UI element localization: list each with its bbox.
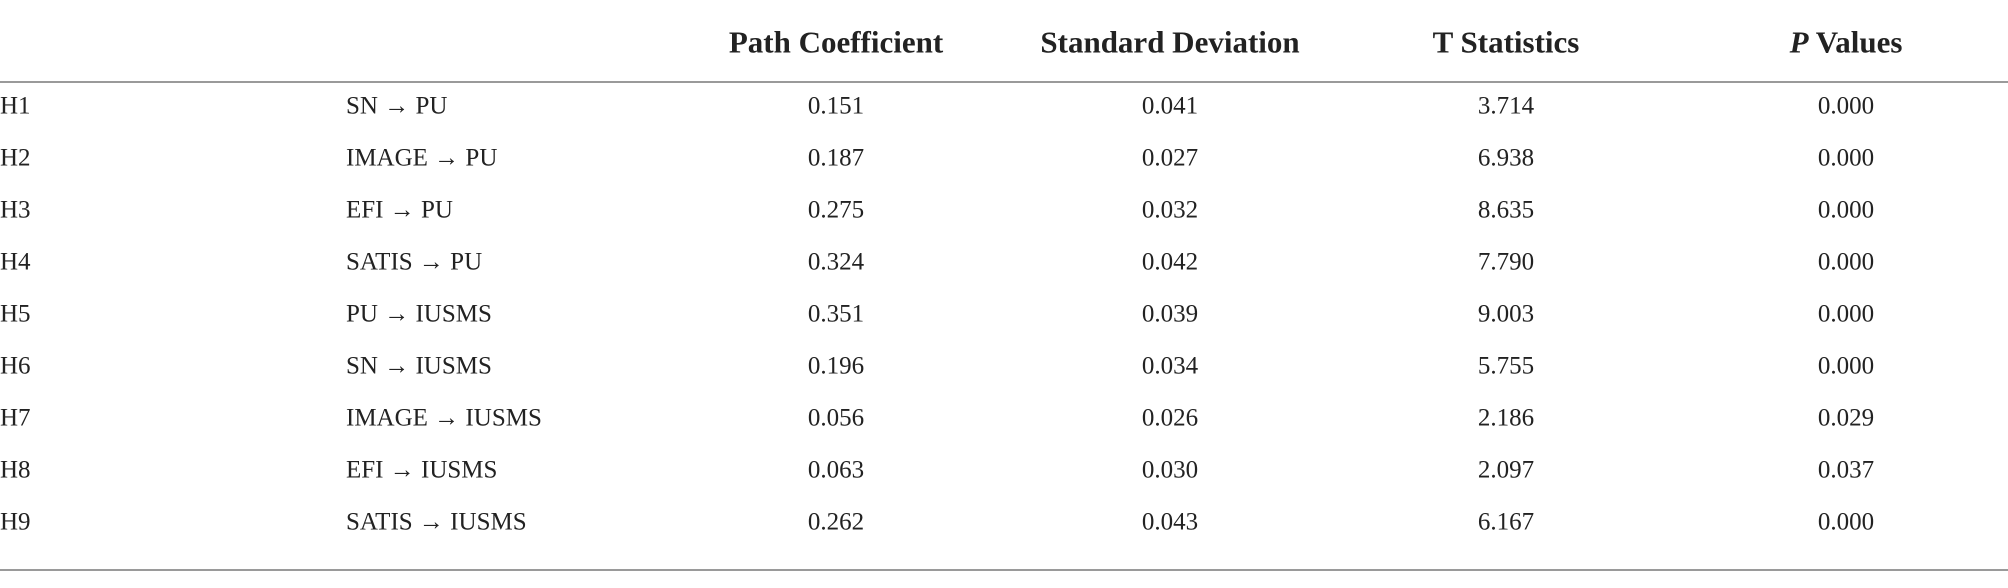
hypothesis-label: H1 <box>0 92 31 120</box>
numeric-cell: 6.938 <box>1477 144 1535 172</box>
numeric-cell: 3.714 <box>1477 92 1535 120</box>
hypothesis-label: H8 <box>0 456 31 484</box>
numeric-cell: 0.034 <box>1141 352 1199 380</box>
numeric-cell: 8.635 <box>1477 196 1535 224</box>
column-header: P Values <box>1789 24 1903 60</box>
hypothesis-label: H6 <box>0 352 31 380</box>
hypothesis-label: H3 <box>0 196 31 224</box>
path-label: SATIS → IUSMS <box>346 508 527 536</box>
numeric-cell: 0.000 <box>1817 508 1875 536</box>
numeric-cell: 6.167 <box>1477 508 1535 536</box>
path-label: EFI → IUSMS <box>346 456 498 484</box>
numeric-cell: 0.000 <box>1817 300 1875 328</box>
numeric-cell: 0.000 <box>1817 144 1875 172</box>
numeric-cell: 0.275 <box>807 196 865 224</box>
numeric-cell: 0.262 <box>807 508 865 536</box>
hypothesis-label: H2 <box>0 144 31 172</box>
path-label: SATIS → PU <box>346 248 483 276</box>
numeric-cell: 0.042 <box>1141 248 1199 276</box>
numeric-cell: 0.041 <box>1141 92 1199 120</box>
numeric-cell: 0.026 <box>1141 404 1199 432</box>
numeric-cell: 2.097 <box>1477 456 1535 484</box>
column-header: Standard Deviation <box>1040 24 1300 60</box>
path-label: PU → IUSMS <box>346 300 492 328</box>
path-label: EFI → PU <box>346 196 453 224</box>
hypothesis-label: H7 <box>0 404 31 432</box>
numeric-cell: 0.000 <box>1817 248 1875 276</box>
numeric-cell: 0.029 <box>1817 404 1875 432</box>
numeric-cell: 9.003 <box>1477 300 1535 328</box>
numeric-cell: 0.000 <box>1817 352 1875 380</box>
numeric-cell: 0.063 <box>807 456 865 484</box>
numeric-cell: 0.324 <box>807 248 865 276</box>
numeric-cell: 2.186 <box>1477 404 1535 432</box>
numeric-cell: 0.000 <box>1817 196 1875 224</box>
numeric-cell: 0.037 <box>1817 456 1875 484</box>
numeric-cell: 0.056 <box>807 404 865 432</box>
numeric-cell: 0.351 <box>807 300 865 328</box>
hypothesis-label: H4 <box>0 248 31 276</box>
numeric-cell: 0.151 <box>807 92 865 120</box>
path-label: IMAGE → IUSMS <box>346 404 542 432</box>
numeric-cell: 0.039 <box>1141 300 1199 328</box>
bottom-rule <box>0 569 2008 571</box>
hypothesis-label: H9 <box>0 508 31 536</box>
path-label: IMAGE → PU <box>346 144 498 172</box>
numeric-cell: 0.000 <box>1817 92 1875 120</box>
path-label: SN → IUSMS <box>346 352 492 380</box>
numeric-cell: 0.030 <box>1141 456 1199 484</box>
numeric-cell: 5.755 <box>1477 352 1535 380</box>
numeric-cell: 0.187 <box>807 144 865 172</box>
hypothesis-label: H5 <box>0 300 31 328</box>
column-header: Path Coefficient <box>728 24 944 60</box>
header-rule <box>0 81 2008 83</box>
column-header: T Statistics <box>1432 24 1580 60</box>
numeric-cell: 0.027 <box>1141 144 1199 172</box>
numeric-cell: 0.043 <box>1141 508 1199 536</box>
numeric-cell: 0.032 <box>1141 196 1199 224</box>
path-label: SN → PU <box>346 92 448 120</box>
numeric-cell: 0.196 <box>807 352 865 380</box>
numeric-cell: 7.790 <box>1477 248 1535 276</box>
